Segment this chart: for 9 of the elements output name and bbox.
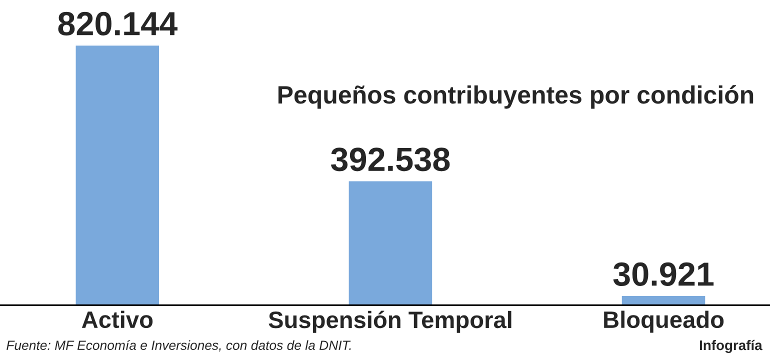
text: Infografía [700, 340, 762, 353]
data-label: 392.538 [330, 148, 450, 172]
data-label: 30.921 [613, 262, 714, 286]
x-tick-label: Bloqueado [604, 310, 724, 333]
source-note: Fuente: MF Economía e Inversiones, con datos de la DNIT. [6, 340, 351, 352]
data-label: 820.144 [58, 12, 178, 36]
x-tick-label: Activo [82, 310, 153, 328]
text: Pequeños contribuyentes por condición [278, 85, 754, 109]
x-tick-label: Suspensión Temporal [268, 310, 512, 333]
